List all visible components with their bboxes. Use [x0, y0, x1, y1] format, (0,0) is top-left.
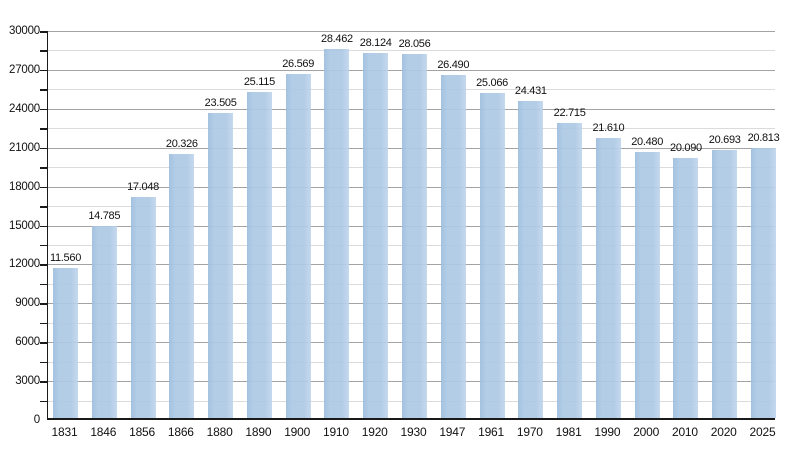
y-tick-label: 15000: [9, 219, 40, 232]
y-tick-label: 0: [33, 414, 40, 426]
y-axis-tick: [40, 31, 47, 33]
y-axis-tick: [40, 147, 47, 150]
x-tick-label: 2010: [671, 425, 698, 439]
bar-value-label: 25.066: [476, 76, 508, 89]
bar-value-label: 22.715: [553, 107, 586, 120]
bar-2025: [751, 148, 776, 418]
y-axis-tick: [40, 69, 47, 72]
bar-value-label: 17.048: [127, 180, 159, 193]
x-tick-label: 1961: [478, 425, 504, 439]
bar-2010: [673, 157, 699, 418]
bar-value-label: 28.462: [321, 32, 353, 45]
x-tick-label: 1930: [400, 425, 427, 439]
x-tick-label: 2000: [633, 425, 660, 439]
bar-value-label: 14.785: [88, 210, 121, 223]
x-tick-label: 1846: [90, 425, 117, 439]
y-axis-tick: [40, 89, 47, 91]
x-tick-label: 1947: [439, 425, 466, 439]
bar-1866: [169, 154, 195, 418]
y-axis-tick: [40, 108, 47, 111]
x-tick-label: 1981: [555, 425, 582, 439]
y-tick-label: 12000: [9, 258, 40, 271]
y-tick-label: 21000: [9, 141, 40, 154]
y-axis-tick: [40, 322, 47, 325]
x-tick-label: 1831: [51, 425, 78, 439]
bar-1961: [479, 92, 505, 418]
gridline-major: [48, 31, 775, 32]
bar-value-label: 26.490: [437, 58, 470, 71]
y-axis-tick: [40, 186, 47, 189]
x-tick-label: 1900: [284, 425, 311, 439]
bar-2020: [712, 149, 738, 418]
y-axis-tick: [40, 400, 47, 403]
y-axis-tick: [40, 206, 47, 208]
y-tick-label: 9000: [15, 297, 40, 310]
y-axis-tick: [40, 128, 47, 130]
bar-2000: [634, 152, 660, 418]
bar-value-label: 11.560: [49, 252, 82, 265]
plot-area: 11.560 14.785 17.048 20.326 23.505 25.115 26.5…: [40, 31, 780, 420]
x-tick-label: 1890: [245, 425, 272, 439]
y-axis-tick: [40, 361, 47, 364]
x-tick-label: 1856: [129, 425, 155, 439]
bar-1910: [324, 48, 350, 418]
bar-1970: [518, 101, 544, 418]
y-tick-label: 27000: [9, 63, 40, 76]
y-tick-label: 30000: [9, 25, 40, 37]
bar-value-label: 20.326: [165, 138, 198, 151]
bar-1856: [130, 196, 156, 418]
y-tick-label: 6000: [15, 336, 40, 349]
bar-value-label: 28.056: [398, 38, 431, 51]
y-axis-tick: [40, 283, 47, 286]
bar-value-label: 24.431: [514, 85, 547, 98]
x-tick-label: 1880: [206, 425, 233, 439]
x-tick-label: 2020: [710, 425, 737, 439]
bar-value-label: 26.569: [282, 57, 315, 70]
bar-value-label: 20.813: [747, 132, 780, 145]
bar-1930: [402, 54, 427, 418]
x-axis-labels: 1831 1846 1856 1866 1880 1890 1900 1910 1920 1930…: [0, 425, 800, 441]
bar-value-label: 21.610: [592, 121, 625, 134]
bar-1831: [53, 268, 78, 418]
x-tick-label: 1990: [594, 425, 621, 439]
bar-value-label: 20.090: [670, 141, 702, 154]
gridline-minor: [48, 50, 775, 52]
y-axis-tick: [40, 167, 47, 169]
x-tick-label: 1920: [361, 425, 388, 439]
bar-1981: [557, 123, 583, 418]
y-axis-tick: [40, 264, 47, 266]
x-tick-label: 1970: [516, 425, 543, 439]
bar-value-label: 20.480: [631, 136, 664, 149]
bar-1990: [595, 137, 621, 418]
y-tick-label: 24000: [9, 102, 40, 115]
y-axis-tick: [40, 342, 47, 344]
y-axis-tick: [40, 225, 47, 227]
bar-1947: [440, 74, 466, 418]
bar-1890: [246, 92, 272, 418]
y-axis-tick: [40, 303, 47, 305]
x-tick-label: 1866: [167, 425, 194, 439]
bar-value-label: 20.693: [708, 133, 741, 146]
bar-1846: [91, 226, 117, 418]
y-tick-label: 3000: [15, 375, 40, 388]
bar-value-label: 25.115: [243, 76, 275, 89]
y-axis-tick: [40, 244, 47, 247]
y-axis-tick: [40, 381, 47, 383]
x-tick-label: 2025: [749, 425, 776, 439]
bar-value-label: 28.124: [359, 37, 392, 50]
x-tick-label: 1910: [322, 425, 349, 439]
bar-value-label: 23.505: [204, 97, 237, 110]
y-axis-tick: [40, 50, 47, 52]
bar-1920: [363, 53, 389, 418]
bar-1900: [285, 73, 311, 418]
bar-1880: [208, 113, 234, 418]
y-tick-label: 18000: [9, 180, 40, 193]
